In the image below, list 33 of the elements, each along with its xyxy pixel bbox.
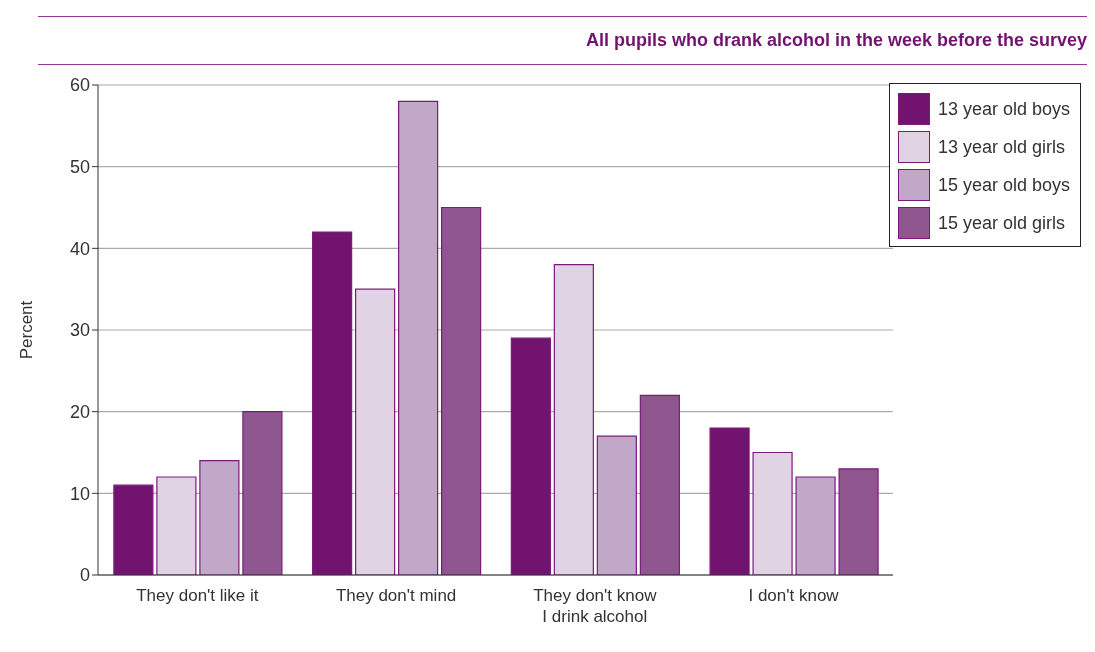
y-tick-label: 10 xyxy=(69,483,90,504)
bar xyxy=(596,435,637,575)
bar xyxy=(113,484,154,575)
x-tick-label: I don't know xyxy=(748,586,840,605)
legend-label: 13 year old girls xyxy=(937,136,1065,158)
bar xyxy=(838,468,879,575)
x-tick-label: They don't like it xyxy=(136,586,259,605)
bar xyxy=(553,264,594,575)
bar xyxy=(752,451,793,575)
y-tick-label: 60 xyxy=(69,75,90,96)
y-tick-label: 30 xyxy=(69,320,90,341)
bar xyxy=(398,100,439,575)
bar xyxy=(709,427,750,575)
bar xyxy=(242,411,283,575)
bar xyxy=(795,476,836,575)
y-tick-label: 0 xyxy=(79,565,90,586)
bar xyxy=(441,206,482,575)
legend-label: 15 year old boys xyxy=(937,174,1070,196)
bar xyxy=(199,460,240,575)
y-axis-title: Percent xyxy=(17,300,37,360)
bar xyxy=(510,337,551,575)
legend-label: 15 year old girls xyxy=(937,212,1065,234)
x-tick-label: They don't mind xyxy=(335,586,457,605)
bar xyxy=(639,394,680,575)
y-tick-label: 20 xyxy=(69,402,90,423)
x-tick-label: They don't know I drink alcohol xyxy=(533,586,658,626)
chart-subtitle: All pupils who drank alcohol in the week before the survey xyxy=(585,30,1087,51)
bar xyxy=(156,476,197,575)
y-tick-label: 50 xyxy=(69,157,90,178)
legend-label: 13 year old boys xyxy=(937,98,1070,120)
bar xyxy=(312,231,353,575)
bar xyxy=(355,288,396,575)
y-tick-label: 40 xyxy=(69,238,90,259)
